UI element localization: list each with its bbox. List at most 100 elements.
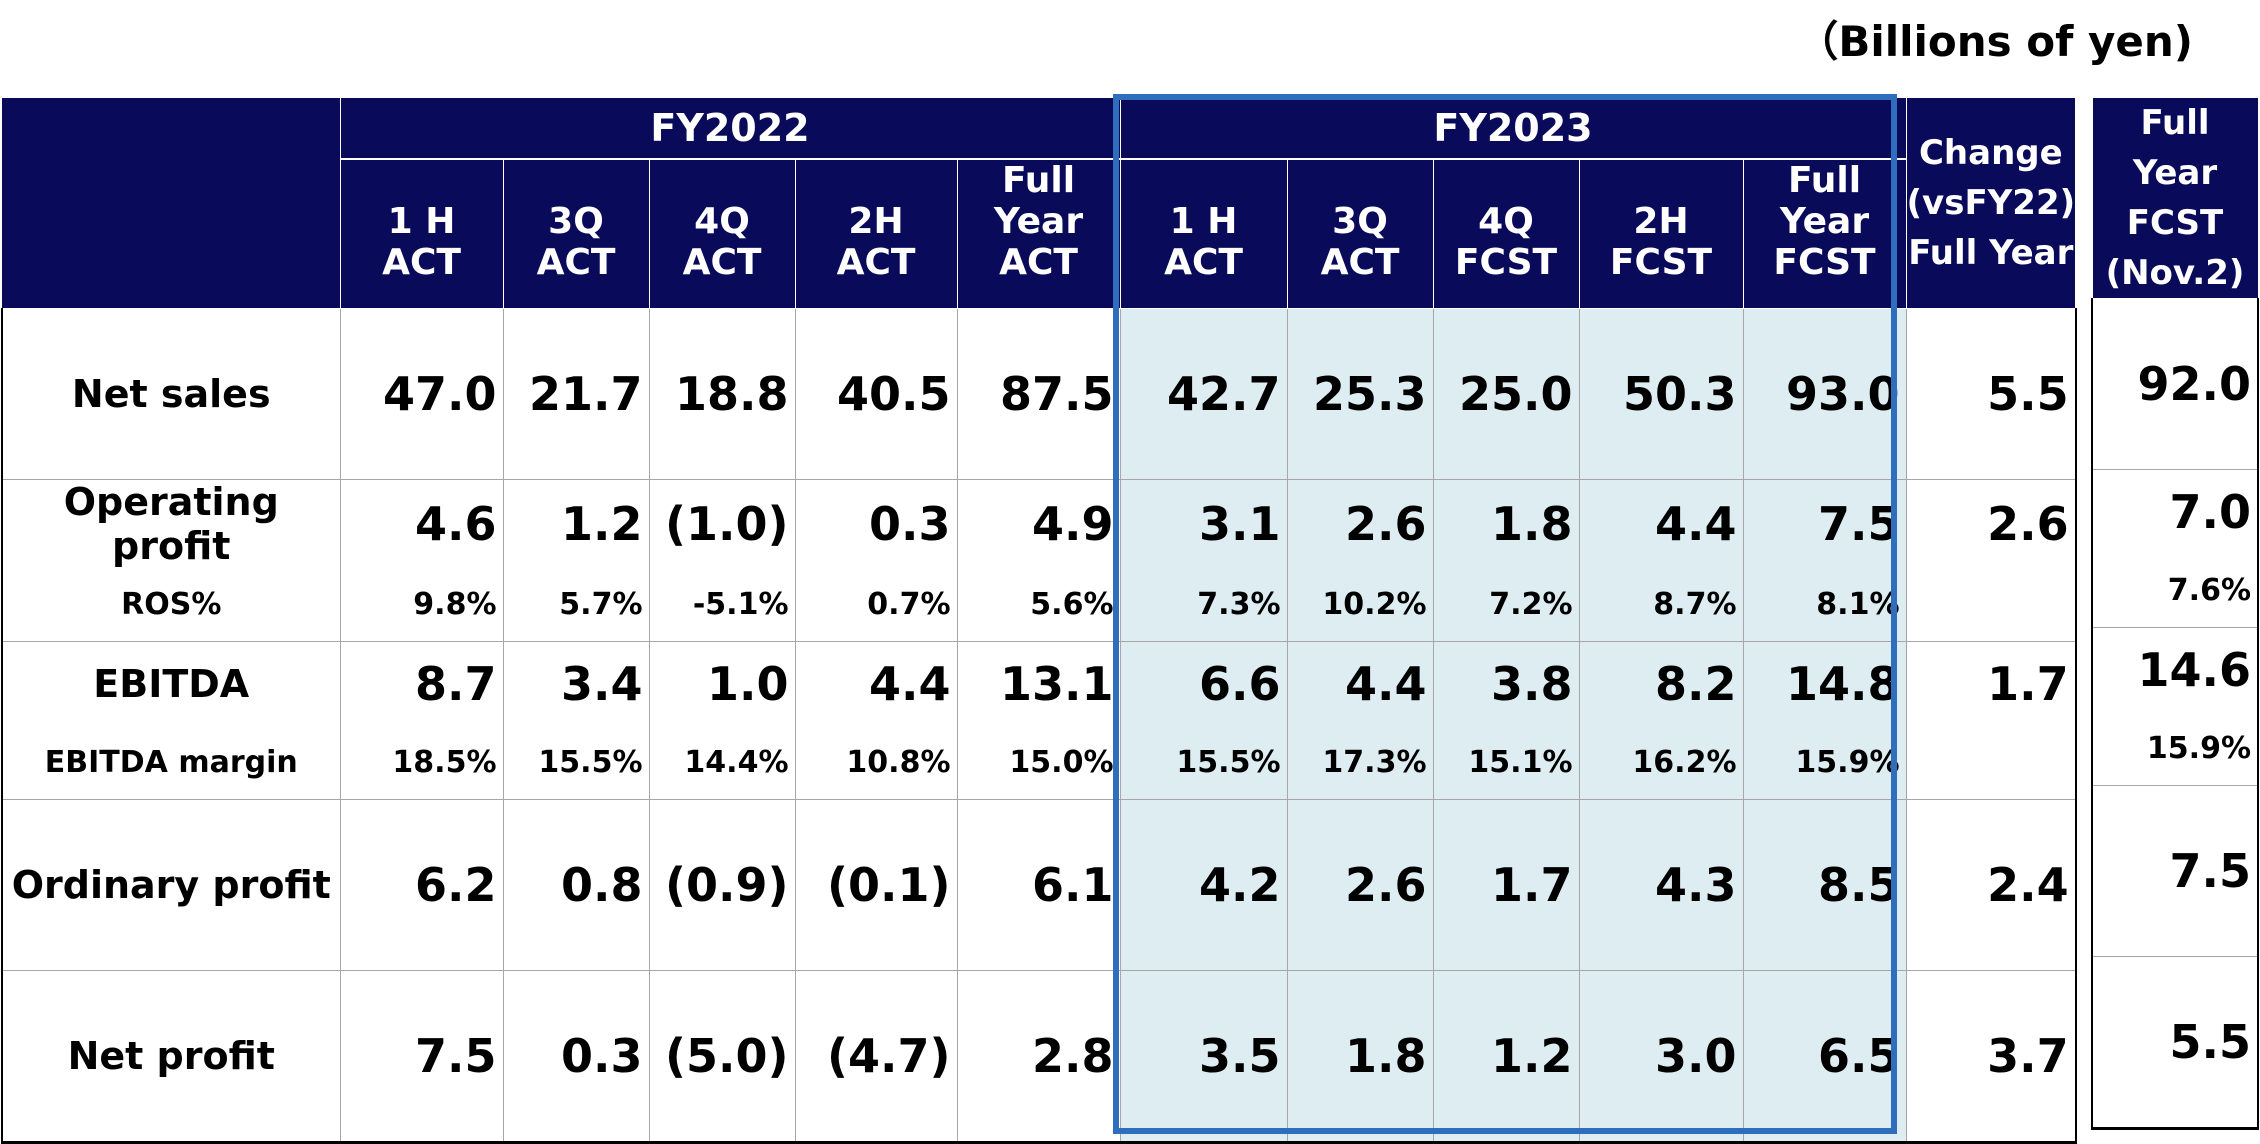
group-header-fy2023: FY2023 [1119,97,1907,160]
change-header: Change (vsFY22) Full Year [1905,97,2077,309]
value-cell: 1.7 [1432,799,1580,971]
unit-label: （Billions of yen) [1796,17,2193,66]
value-cell: 4.2 [1119,799,1288,971]
value-cell: 8.7 [339,641,504,726]
value-cell: 10.8% [794,726,958,800]
corner-header [1,97,341,309]
value-cell: 93.0 [1742,308,1907,480]
column-header-top-6: 3Q [1286,159,1434,242]
table-row-ordinary-profit: Ordinary profit 6.2 0.8 (0.9) (0.1) 6.1 4.2 2.6… [1,799,2077,971]
column-header-top-2: 4Q [648,159,796,242]
value-cell: 2.6 [1286,479,1434,568]
value-cell: 2.8 [956,970,1121,1144]
fcst-row-net-profit: 5.5 [2091,956,2259,1130]
value-cell: (1.0) [648,479,796,568]
value-cell: -5.1% [648,568,796,642]
value-cell: 25.3 [1286,308,1434,480]
value-cell: 7.5 [339,970,504,1144]
value-cell: 9.8% [339,568,504,642]
change-cell: 1.7 [1905,641,2077,726]
column-header-bottom-5: ACT [1119,242,1288,309]
value-cell: (0.1) [794,799,958,971]
row-label: Ordinary profit [1,799,341,971]
column-header-top-3: 2H [794,159,958,242]
row-label: EBITDA [1,641,341,726]
column-header-bottom-row: ACT ACT ACT ACT ACT ACT ACT FCST FCST FCST [2,242,2076,309]
change-cell: 5.5 [1905,308,2077,480]
fcst-row-ros: 7.6% [2091,554,2259,628]
value-cell: 87.5 [956,308,1121,480]
fcst-header-line1: Full Year [2132,103,2218,193]
table-row-net-profit: Net profit 7.5 0.3 (5.0) (4.7) 2.8 3.5 1.8 1.2 3.… [1,970,2077,1144]
value-cell: 18.5% [339,726,504,800]
column-header-bottom-4: ACT [956,242,1121,309]
value-cell: 8.1% [1742,568,1907,642]
value-cell: 5.7% [502,568,650,642]
value-cell: 1.0 [648,641,796,726]
table-row-net-sales: Net sales 47.0 21.7 18.8 40.5 87.5 42.7 25.3 25.… [1,308,2077,480]
value-cell: 4.3 [1578,799,1744,971]
column-header-top-1: 3Q [502,159,650,242]
value-cell: 6.5 [1742,970,1907,1144]
row-label: EBITDA margin [1,726,341,800]
value-cell: 15.9% [1742,726,1907,800]
value-cell: 7.2% [1432,568,1580,642]
row-label: Operating profit [1,479,341,568]
fcst-row-ebitda: 14.6 [2091,627,2259,712]
table-row-ros: ROS% 9.8% 5.7% -5.1% 0.7% 5.6% 7.3% 10.2% 7.2% 8.… [1,568,2077,642]
column-header-top-7: 4Q [1432,159,1580,242]
value-cell: 1.8 [1286,970,1434,1144]
fcst-row-net-sales: 92.0 [2091,298,2259,470]
fcst-header: Full Year FCST (Nov.2) [2091,97,2259,299]
value-cell: 2.6 [1286,799,1434,971]
group-header-fy2022: FY2022 [339,97,1121,160]
fcst-header-line3: (Nov.2) [2105,253,2245,293]
row-label: Net sales [1,308,341,480]
value-cell: 14.4% [648,726,796,800]
value-cell: 4.4 [794,641,958,726]
value-cell: 7.5 [1742,479,1907,568]
value-cell: 8.2 [1578,641,1744,726]
column-header-bottom-1: ACT [502,242,650,309]
column-header-bottom-2: ACT [648,242,796,309]
value-cell: 15.5% [502,726,650,800]
change-cell [1905,568,2077,642]
change-header-line1: Change [1918,133,2063,173]
value-cell: 7.3% [1119,568,1288,642]
row-label: Net profit [1,970,341,1144]
change-header-line2: (vsFY22) [1906,183,2076,223]
value-cell: 14.8 [1742,641,1907,726]
column-header-top-9: Full Year [1742,159,1907,242]
column-header-top-4: Full Year [956,159,1121,242]
value-cell: 0.8 [502,799,650,971]
value-cell: 3.5 [1119,970,1288,1144]
value-cell: 3.1 [1119,479,1288,568]
value-cell: 16.2% [1578,726,1744,800]
column-header-top-row: 1 H 3Q 4Q 2H Full Year 1 H 3Q 4Q 2H Full Year [2,159,2076,242]
value-cell: 0.7% [794,568,958,642]
change-cell [1905,726,2077,800]
value-cell: 21.7 [502,308,650,480]
value-cell: 5.6% [956,568,1121,642]
column-header-bottom-3: ACT [794,242,958,309]
value-cell: 15.0% [956,726,1121,800]
change-header-line3: Full Year [1908,233,2074,273]
value-cell: (5.0) [648,970,796,1144]
change-cell: 3.7 [1905,970,2077,1144]
fcst-cell: 92.0 [2091,298,2259,470]
value-cell: 25.0 [1432,308,1580,480]
fcst-cell: 7.5 [2091,785,2259,957]
change-cell: 2.6 [1905,479,2077,568]
table-row-ebitda: EBITDA 8.7 3.4 1.0 4.4 13.1 6.6 4.4 3.8 8.2 14.8 1.… [1,641,2077,726]
value-cell: 6.1 [956,799,1121,971]
value-cell: 4.4 [1578,479,1744,568]
value-cell: 1.2 [1432,970,1580,1144]
fcst-cell: 5.5 [2091,956,2259,1130]
fcst-cell: 7.0 [2091,469,2259,554]
value-cell: 3.4 [502,641,650,726]
value-cell: 47.0 [339,308,504,480]
column-header-top-0: 1 H [339,159,504,242]
column-header-bottom-8: FCST [1578,242,1744,309]
fcst-row-operating-profit: 7.0 [2091,469,2259,554]
value-cell: 40.5 [794,308,958,480]
